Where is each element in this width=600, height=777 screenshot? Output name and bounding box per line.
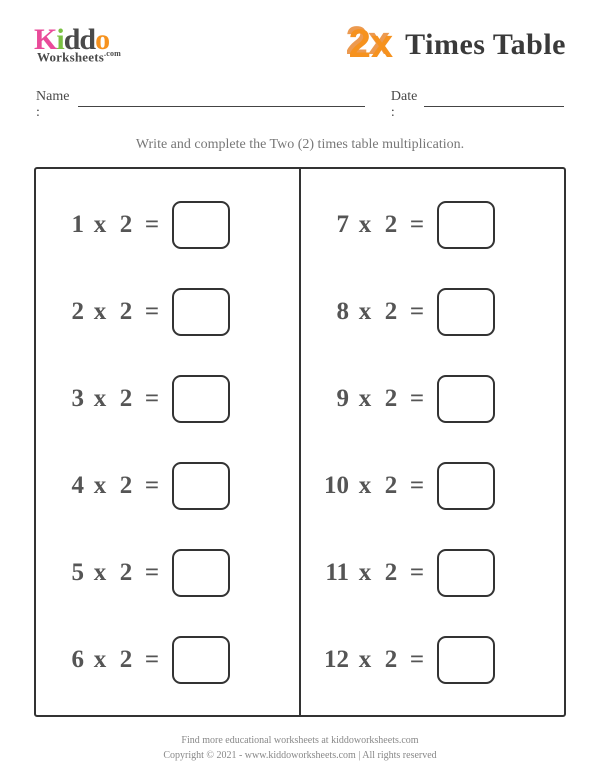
multiplier: 2 — [116, 385, 136, 413]
multiply-icon: x — [356, 646, 374, 674]
name-label: Name : — [36, 89, 72, 121]
multiply-icon: x — [91, 298, 109, 326]
multiplier: 2 — [116, 298, 136, 326]
multiplier: 2 — [116, 472, 136, 500]
answer-input[interactable] — [172, 636, 230, 684]
worksheet-page: Kiddo Worksheets.com 2x 2x Times Table N… — [0, 0, 600, 777]
date-field: Date : — [391, 89, 564, 121]
answer-input[interactable] — [172, 201, 230, 249]
footer-line-2: Copyright © 2021 - www.kiddoworksheets.c… — [34, 748, 566, 763]
multiply-icon: x — [91, 646, 109, 674]
multiply-icon: x — [91, 385, 109, 413]
equals-icon: = — [143, 646, 161, 674]
answer-input[interactable] — [172, 288, 230, 336]
problem-row: 8x2= — [315, 288, 550, 336]
answer-input[interactable] — [437, 462, 495, 510]
multiply-icon: x — [91, 472, 109, 500]
badge-front: 2x — [349, 22, 394, 66]
equals-icon: = — [408, 559, 426, 587]
problem-row: 10x2= — [315, 462, 550, 510]
multiplicand: 4 — [50, 472, 84, 500]
grid-column-right: 7x2=8x2=9x2=10x2=11x2=12x2= — [301, 169, 564, 715]
name-input[interactable] — [78, 89, 365, 107]
multiplicand: 7 — [315, 211, 349, 239]
problem-row: 7x2= — [315, 201, 550, 249]
equals-icon: = — [408, 472, 426, 500]
footer: Find more educational worksheets at kidd… — [34, 733, 566, 763]
multiply-icon: x — [91, 559, 109, 587]
multiplicand: 9 — [315, 385, 349, 413]
name-field: Name : — [36, 89, 365, 121]
equals-icon: = — [408, 298, 426, 326]
multiplier: 2 — [116, 646, 136, 674]
problem-row: 1x2= — [50, 201, 285, 249]
answer-input[interactable] — [172, 549, 230, 597]
instruction-text: Write and complete the Two (2) times tab… — [34, 137, 566, 153]
problems-grid: 1x2=2x2=3x2=4x2=5x2=6x2= 7x2=8x2=9x2=10x… — [34, 167, 566, 717]
equals-icon: = — [143, 559, 161, 587]
title-group: 2x 2x Times Table — [349, 22, 566, 67]
multiplicand: 1 — [50, 211, 84, 239]
footer-line-1: Find more educational worksheets at kidd… — [34, 733, 566, 748]
multiplicand: 3 — [50, 385, 84, 413]
logo-letter-o: o — [95, 23, 109, 56]
meta-row: Name : Date : — [34, 89, 566, 121]
multiplier-badge: 2x 2x — [349, 22, 394, 67]
multiplier: 2 — [381, 211, 401, 239]
multiplicand: 10 — [315, 472, 349, 500]
equals-icon: = — [143, 298, 161, 326]
answer-input[interactable] — [172, 462, 230, 510]
equals-icon: = — [408, 211, 426, 239]
answer-input[interactable] — [437, 288, 495, 336]
grid-column-left: 1x2=2x2=3x2=4x2=5x2=6x2= — [36, 169, 301, 715]
multiplier: 2 — [381, 472, 401, 500]
answer-input[interactable] — [172, 375, 230, 423]
equals-icon: = — [408, 646, 426, 674]
page-title: Times Table — [405, 28, 566, 62]
answer-input[interactable] — [437, 549, 495, 597]
date-label: Date : — [391, 89, 418, 121]
site-logo: Kiddo Worksheets.com — [34, 27, 121, 62]
problem-row: 9x2= — [315, 375, 550, 423]
multiplier: 2 — [381, 385, 401, 413]
answer-input[interactable] — [437, 375, 495, 423]
problem-row: 4x2= — [50, 462, 285, 510]
multiply-icon: x — [356, 211, 374, 239]
multiplicand: 5 — [50, 559, 84, 587]
equals-icon: = — [408, 385, 426, 413]
problem-row: 2x2= — [50, 288, 285, 336]
multiplicand: 2 — [50, 298, 84, 326]
equals-icon: = — [143, 472, 161, 500]
header: Kiddo Worksheets.com 2x 2x Times Table — [34, 22, 566, 67]
problem-row: 5x2= — [50, 549, 285, 597]
problem-row: 6x2= — [50, 636, 285, 684]
answer-input[interactable] — [437, 201, 495, 249]
problem-row: 11x2= — [315, 549, 550, 597]
answer-input[interactable] — [437, 636, 495, 684]
multiplicand: 12 — [315, 646, 349, 674]
problem-row: 12x2= — [315, 636, 550, 684]
multiplicand: 11 — [315, 559, 349, 587]
problem-row: 3x2= — [50, 375, 285, 423]
multiply-icon: x — [356, 385, 374, 413]
multiplicand: 6 — [50, 646, 84, 674]
multiply-icon: x — [356, 472, 374, 500]
multiplicand: 8 — [315, 298, 349, 326]
multiply-icon: x — [356, 298, 374, 326]
equals-icon: = — [143, 211, 161, 239]
multiplier: 2 — [116, 211, 136, 239]
multiply-icon: x — [91, 211, 109, 239]
multiplier: 2 — [381, 646, 401, 674]
multiplier: 2 — [116, 559, 136, 587]
multiply-icon: x — [356, 559, 374, 587]
multiplier: 2 — [381, 298, 401, 326]
multiplier: 2 — [381, 559, 401, 587]
logo-sub-word: Worksheets — [37, 49, 104, 64]
equals-icon: = — [143, 385, 161, 413]
date-input[interactable] — [424, 89, 564, 107]
